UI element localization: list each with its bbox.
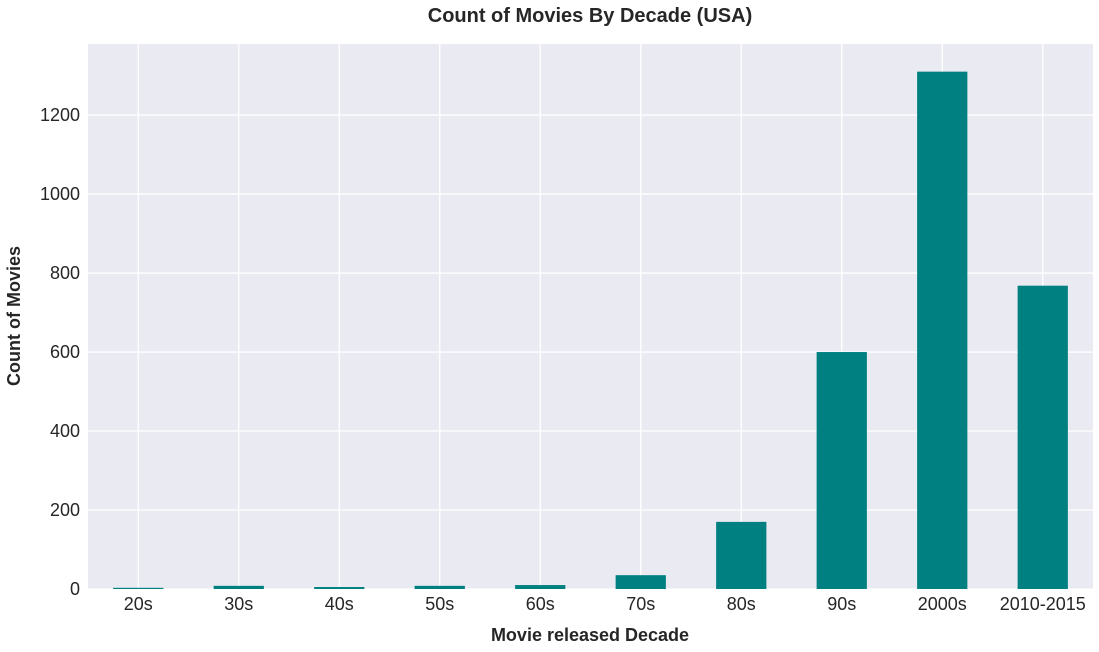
bar-80s xyxy=(716,521,767,589)
x-tick-label: 2000s xyxy=(918,594,967,614)
bar-40s xyxy=(314,587,365,589)
x-tick-label: 70s xyxy=(626,594,655,614)
x-tick-label: 30s xyxy=(224,594,253,614)
y-tick-label: 400 xyxy=(50,421,80,441)
bar-50s xyxy=(414,585,465,589)
x-axis-label: Movie released Decade xyxy=(491,625,689,645)
y-tick-label: 200 xyxy=(50,500,80,520)
x-tick-label: 60s xyxy=(526,594,555,614)
x-tick-label: 80s xyxy=(727,594,756,614)
y-tick-label: 1000 xyxy=(40,184,80,204)
y-tick-label: 600 xyxy=(50,342,80,362)
bars xyxy=(113,71,1068,590)
x-tick-label: 40s xyxy=(325,594,354,614)
x-tick-label: 2010-2015 xyxy=(1000,594,1086,614)
y-tick-label: 0 xyxy=(70,579,80,599)
bar-90s xyxy=(816,352,867,589)
bar-2010-2015 xyxy=(1017,285,1068,589)
chart-title: Count of Movies By Decade (USA) xyxy=(428,5,752,27)
x-tick-label: 90s xyxy=(827,594,856,614)
bar-60s xyxy=(515,585,566,589)
bar-30s xyxy=(213,585,264,589)
y-tick-label: 1200 xyxy=(40,105,80,125)
x-tick-labels: 20s 30s 40s 50s 60s 70s 80s 90s 2000s 2010-2015 xyxy=(124,594,1086,614)
x-tick-label: 50s xyxy=(425,594,454,614)
bar-70s xyxy=(615,575,666,589)
grid-lines xyxy=(88,44,1093,590)
y-axis-label: Count of Movies xyxy=(4,246,24,386)
bar-20s xyxy=(113,587,164,589)
y-tick-labels: 0 200 400 600 800 1000 1200 xyxy=(40,105,80,599)
y-tick-label: 800 xyxy=(50,263,80,283)
x-tick-label: 20s xyxy=(124,594,153,614)
bar-2000s xyxy=(917,71,968,590)
